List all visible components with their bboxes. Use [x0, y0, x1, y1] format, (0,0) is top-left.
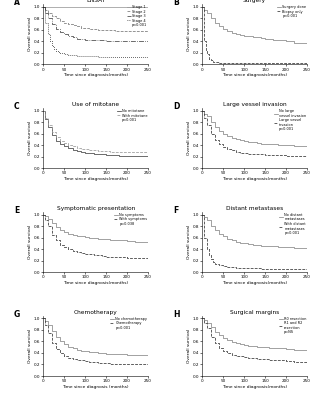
Legend: No chemotherapy, Chemotherapy, p<0.001: No chemotherapy, Chemotherapy, p<0.001 [110, 317, 147, 330]
Text: B: B [173, 0, 179, 7]
Title: Chemotherapy: Chemotherapy [74, 310, 117, 314]
Text: F: F [173, 206, 178, 215]
Title: Large vessel invasion: Large vessel invasion [223, 102, 286, 107]
X-axis label: Time since diagnosis(months): Time since diagnosis(months) [63, 73, 128, 77]
Text: D: D [173, 102, 179, 111]
X-axis label: Time since diagnosis(months): Time since diagnosis(months) [63, 177, 128, 181]
Title: Surgical margins: Surgical margins [230, 310, 279, 314]
Y-axis label: Overall survival: Overall survival [28, 121, 32, 155]
Title: ENSAT: ENSAT [86, 0, 105, 3]
X-axis label: Time since diagnosis (months): Time since diagnosis (months) [62, 384, 129, 388]
Y-axis label: Overall survival: Overall survival [187, 17, 191, 51]
Title: Symptomatic presentation: Symptomatic presentation [56, 206, 135, 211]
Y-axis label: Overall survival: Overall survival [28, 329, 32, 363]
Legend: No distant
metastases, With distant
metastases, p<0.001: No distant metastases, With distant meta… [279, 213, 306, 235]
Legend: No symptoms, With symptoms, p=0.038: No symptoms, With symptoms, p=0.038 [114, 213, 147, 226]
Legend: No mitotane, With mitotane, p<0.001: No mitotane, With mitotane, p<0.001 [117, 109, 147, 122]
Y-axis label: Overall survival: Overall survival [187, 225, 191, 259]
Title: Surgery: Surgery [243, 0, 266, 3]
Legend: No large
vessel invasion, Large vessel
invasion, p<0.001: No large vessel invasion, Large vessel i… [274, 109, 306, 131]
X-axis label: Time since diagnosis(months): Time since diagnosis(months) [63, 281, 128, 285]
Text: C: C [14, 102, 20, 111]
Title: Distant metastases: Distant metastases [226, 206, 283, 211]
Title: Use of mitotane: Use of mitotane [72, 102, 119, 107]
Legend: Surgery done, Biopsy only, p<0.001: Surgery done, Biopsy only, p<0.001 [277, 5, 306, 18]
X-axis label: Time since diagnosis(months): Time since diagnosis(months) [222, 177, 287, 181]
Text: A: A [14, 0, 20, 7]
Y-axis label: Overall survival: Overall survival [187, 329, 191, 363]
X-axis label: Time since diagnosis(months): Time since diagnosis(months) [222, 384, 287, 388]
X-axis label: Time since diagnosis(months): Time since diagnosis(months) [222, 281, 287, 285]
Y-axis label: Overall survival: Overall survival [187, 121, 191, 155]
X-axis label: Time since diagnosis(months): Time since diagnosis(months) [222, 73, 287, 77]
Text: H: H [173, 310, 179, 318]
Text: G: G [14, 310, 20, 318]
Legend: R0 resection, R1 and R2
resection, p=NS: R0 resection, R1 and R2 resection, p=NS [279, 317, 306, 334]
Legend: Stage 1, Stage 2, Stage 3, Stage 4, p<0.001: Stage 1, Stage 2, Stage 3, Stage 4, p<0.… [127, 5, 147, 27]
Y-axis label: Overall survival: Overall survival [28, 225, 32, 259]
Text: E: E [14, 206, 19, 215]
Y-axis label: Overall survival: Overall survival [28, 17, 32, 51]
